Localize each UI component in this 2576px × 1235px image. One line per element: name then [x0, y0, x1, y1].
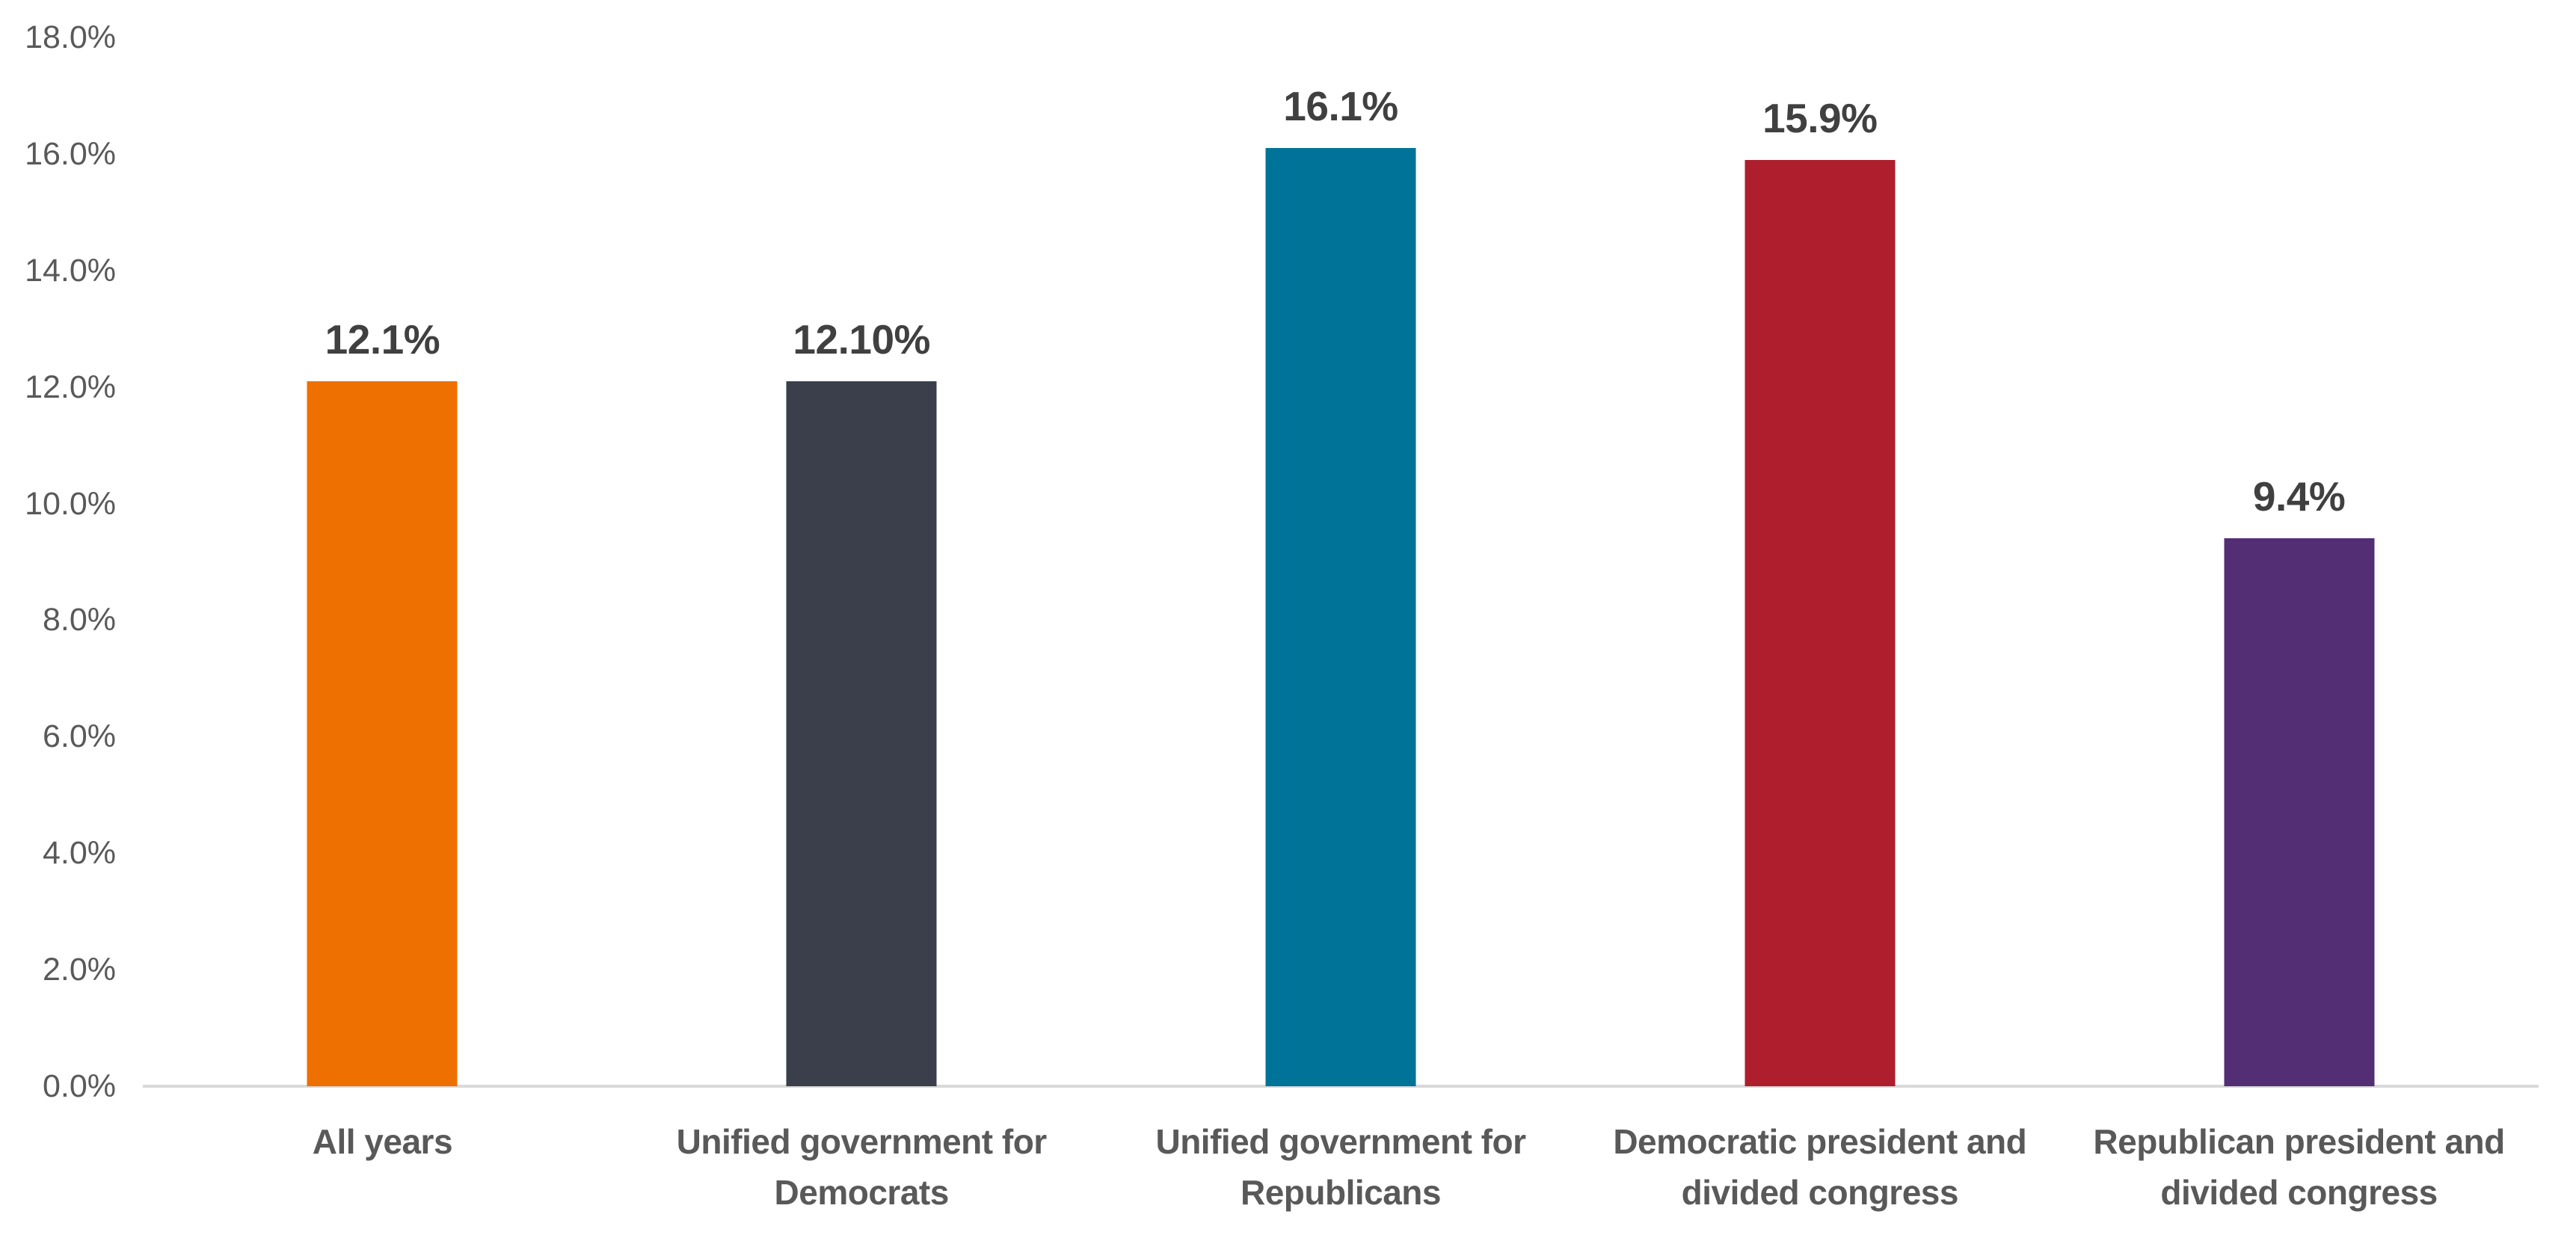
bar-value-label-1: 12.10%	[793, 315, 930, 363]
y-tick-label-18: 18.0%	[25, 19, 116, 55]
bar-value-label-2: 16.1%	[1283, 83, 1398, 130]
y-tick-label-16: 16.0%	[25, 135, 116, 172]
category-label-line: Republican president and	[2093, 1122, 2505, 1161]
category-cell-0: 12.1%	[143, 37, 622, 1086]
category-label-line: divided congress	[1681, 1173, 1959, 1212]
category-label-line: Democrats	[774, 1173, 950, 1212]
category-label-line: All years	[312, 1122, 453, 1161]
y-tick-label-8: 8.0%	[42, 602, 116, 638]
y-tick-label-4: 4.0%	[42, 835, 116, 872]
y-tick-label-0: 0.0%	[42, 1068, 116, 1104]
category-cell-2: 16.1%	[1101, 37, 1581, 1086]
bar-2	[1265, 148, 1416, 1086]
category-cell-3: 15.9%	[1580, 37, 2059, 1086]
category-cell-1: 12.10%	[622, 37, 1101, 1086]
category-label-1: Unified government for Democrats	[622, 1116, 1101, 1218]
bar-value-label-4: 9.4%	[2252, 473, 2346, 520]
y-tick-label-12: 12.0%	[25, 369, 116, 405]
category-label-2: Unified government for Republicans	[1101, 1116, 1581, 1218]
category-cell-4: 9.4%	[2059, 37, 2539, 1086]
category-label-line: Unified government for	[1155, 1122, 1526, 1161]
y-tick-label-14: 14.0%	[25, 252, 116, 289]
bar-3	[1745, 159, 1896, 1086]
category-label-line: Democratic president and	[1613, 1122, 2027, 1161]
category-label-4: Republican president and divided congress	[2059, 1116, 2539, 1218]
bar-0	[307, 381, 458, 1086]
category-label-3: Democratic president and divided congress	[1580, 1116, 2059, 1218]
bar-1	[786, 381, 937, 1086]
y-tick-label-6: 6.0%	[42, 718, 116, 755]
category-label-line: divided congress	[2160, 1173, 2438, 1212]
category-label-line: Unified government for	[676, 1122, 1048, 1161]
plot-area: 12.1% 12.10% 16.1% 15.9% 9.4%	[143, 37, 2539, 1088]
x-axis-line	[143, 1085, 2539, 1088]
bar-value-label-0: 12.1%	[325, 315, 440, 363]
bar-value-label-3: 15.9%	[1762, 94, 1878, 141]
y-tick-label-2: 2.0%	[42, 952, 116, 988]
bar-4	[2224, 538, 2375, 1086]
category-label-line: Republicans	[1240, 1173, 1442, 1212]
category-label-0: All years	[143, 1116, 622, 1167]
y-tick-label-10: 10.0%	[25, 485, 116, 522]
